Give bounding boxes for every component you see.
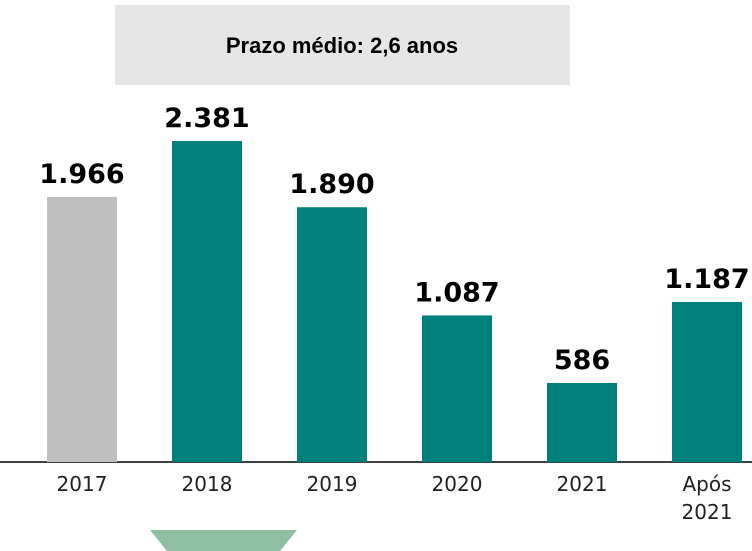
decoration [150, 530, 297, 551]
value-label: 1.087 [414, 277, 499, 308]
bar [297, 207, 367, 462]
value-label: 1.890 [289, 169, 374, 200]
x-tick-label: Após 2021 [681, 472, 733, 524]
bar [172, 141, 242, 462]
bar [47, 196, 117, 462]
bar [422, 315, 492, 462]
x-tick-label: 2019 [306, 472, 358, 496]
value-label: 1.187 [664, 264, 749, 295]
x-tick-label: 2020 [431, 472, 483, 496]
x-tick-label: 2017 [56, 472, 108, 496]
value-label: 2.381 [164, 103, 249, 134]
title-box [115, 5, 570, 85]
value-label: 586 [554, 345, 610, 376]
bar [672, 301, 742, 462]
bar [547, 383, 617, 462]
chart-title: Prazo médio: 2,6 anos [226, 33, 458, 58]
value-label: 1.966 [39, 159, 124, 190]
x-tick-label: 2018 [181, 472, 233, 496]
x-tick-label: 2021 [556, 472, 608, 496]
